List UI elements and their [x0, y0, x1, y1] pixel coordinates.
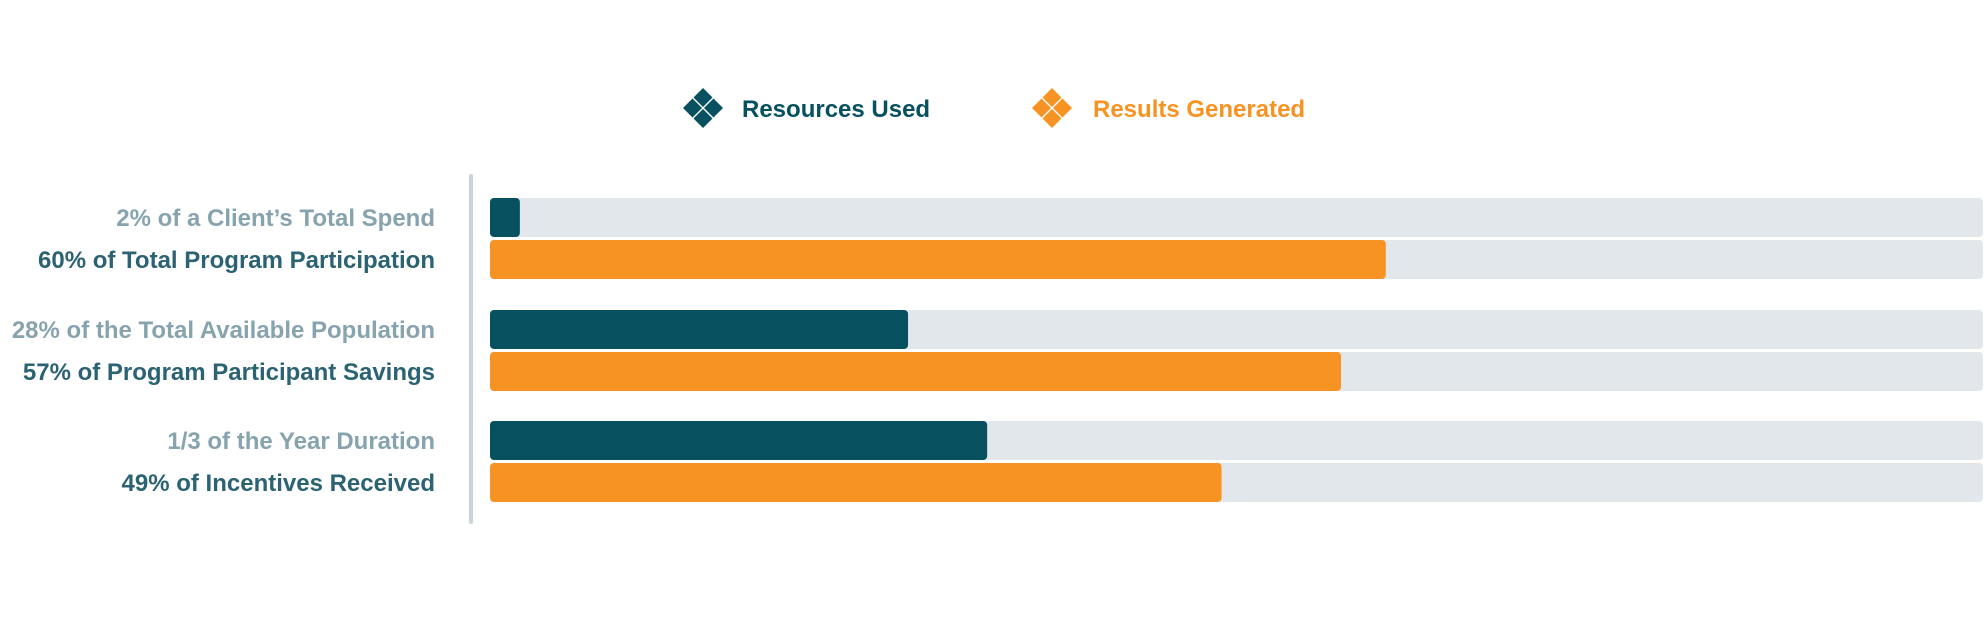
legend-item-resources: Resources Used: [683, 88, 930, 128]
diamond-piece: [1042, 109, 1062, 128]
legend-item-results: Results Generated: [1032, 88, 1305, 128]
legend: Resources Used Results Generated: [683, 88, 1305, 128]
bar-label-resources: 28% of the Total Available Population: [12, 317, 435, 344]
diamond-piece: [693, 88, 713, 107]
legend-label-resources-used: Resources Used: [742, 96, 930, 123]
bar-label-resources: 1/3 of the Year Duration: [167, 428, 435, 455]
bar-label-results: 57% of Program Participant Savings: [23, 359, 435, 386]
diamond-cluster-icon: [683, 88, 723, 128]
diamond-piece: [1042, 88, 1062, 107]
diamond-piece: [693, 109, 713, 128]
category-axis-line: [469, 174, 473, 524]
bar-resources-used: [490, 421, 988, 460]
bar-rows: 2% of a Client’s Total Spend 60% of Tota…: [12, 198, 1983, 502]
bar-label-resources: 2% of a Client’s Total Spend: [116, 205, 435, 232]
diamond-piece: [1053, 98, 1072, 118]
legend-label-results-generated: Results Generated: [1093, 96, 1305, 123]
bar-results-generated: [490, 463, 1222, 502]
bar-label-results: 49% of Incentives Received: [122, 470, 435, 497]
diamond-cluster-icon: [1032, 88, 1072, 128]
bar-label-results: 60% of Total Program Participation: [38, 247, 435, 274]
diamond-piece: [683, 98, 702, 118]
diamond-piece: [704, 98, 723, 118]
bar-results-generated: [490, 240, 1386, 279]
bar-resources-used: [490, 310, 909, 349]
diamond-piece: [1032, 98, 1051, 118]
bar-results-generated: [490, 352, 1342, 391]
bar-track: [490, 198, 1983, 237]
bar-resources-used: [490, 198, 520, 237]
